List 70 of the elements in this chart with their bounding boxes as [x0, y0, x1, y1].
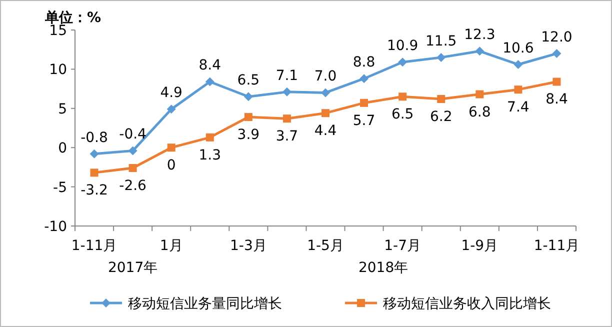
data-label: 7.1 — [276, 68, 298, 84]
data-label: 4.9 — [160, 85, 182, 102]
data-label: 6.5 — [237, 72, 260, 89]
x-tick-label: 1月 — [160, 238, 183, 254]
data-label: 0 — [166, 158, 176, 174]
data-label: -0.8 — [80, 130, 108, 146]
point — [322, 109, 330, 118]
data-label: -2.6 — [119, 178, 147, 194]
data-label: -3.2 — [80, 182, 108, 199]
point — [282, 87, 292, 96]
point — [436, 52, 446, 62]
y-tick-label: -5 — [53, 180, 67, 196]
point — [398, 58, 408, 67]
data-label: 8.4 — [198, 58, 222, 74]
x-tick-label: 1-11月 — [71, 238, 118, 254]
point — [128, 146, 138, 156]
data-label: 1.3 — [198, 147, 222, 164]
data-label: 6.5 — [391, 106, 414, 123]
point — [167, 144, 176, 152]
data-label: 10.9 — [386, 38, 418, 54]
point — [166, 104, 176, 114]
data-label: 8.4 — [546, 92, 568, 108]
point — [244, 92, 253, 102]
point — [476, 90, 484, 98]
y-tick-label: 15 — [49, 23, 67, 39]
point — [205, 77, 214, 86]
x-tick-label: 1-7月 — [384, 238, 422, 254]
data-label: 7.0 — [314, 68, 337, 85]
x-tick-label: 1-9月 — [461, 238, 498, 254]
x-tick-label: 1-3月 — [230, 238, 267, 254]
point — [398, 92, 407, 101]
point — [321, 88, 330, 98]
y-tick-label: -10 — [44, 219, 67, 235]
point — [206, 133, 214, 142]
point — [475, 46, 484, 56]
data-label: 3.9 — [237, 127, 260, 144]
legend-label: 移动短信业务量同比增长 — [128, 296, 282, 312]
point — [360, 98, 368, 107]
point — [360, 74, 369, 84]
y-axis-title: 单位：% — [44, 10, 102, 26]
point — [90, 168, 98, 177]
data-label: -0.4 — [119, 126, 147, 143]
text: 2018年 — [358, 260, 408, 276]
data-label: 7.4 — [507, 100, 530, 116]
text: 2017年 — [108, 260, 158, 276]
data-label: 6.8 — [468, 104, 491, 120]
point — [128, 164, 137, 172]
x-tick-label: 1-11月 — [534, 238, 580, 254]
point — [244, 113, 252, 122]
point — [437, 94, 446, 103]
legend-label: 移动短信业务收入同比增长 — [383, 296, 551, 312]
x-tick-label: 1-5月 — [307, 238, 344, 254]
data-label: 11.5 — [426, 33, 457, 50]
data-label: 10.6 — [502, 40, 534, 56]
point — [282, 114, 291, 123]
data-label: 3.7 — [276, 128, 298, 145]
y-tick-label: 10 — [49, 62, 67, 78]
point — [552, 49, 562, 58]
data-label: 12.0 — [541, 30, 572, 46]
data-label: 12.3 — [464, 27, 496, 44]
point — [90, 149, 99, 158]
data-label: 6.2 — [430, 108, 452, 125]
point — [514, 86, 522, 94]
y-tick-label: 0 — [58, 140, 67, 157]
point — [552, 78, 561, 86]
data-label: 5.7 — [352, 112, 376, 129]
data-label: 8.8 — [352, 54, 376, 71]
data-label: 4.4 — [314, 123, 337, 140]
y-tick-label: 5 — [58, 101, 67, 118]
point — [514, 60, 523, 69]
